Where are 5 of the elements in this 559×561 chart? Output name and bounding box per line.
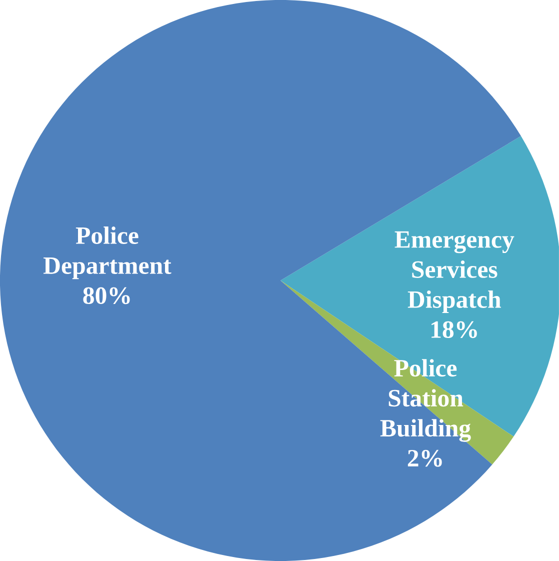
data-label: 18%: [432, 321, 477, 338]
slice-label: Emergency Services Dispatch: [394, 231, 514, 314]
data-label: 2%: [408, 450, 442, 467]
slice-label: Police Department: [44, 226, 172, 280]
data-label: 80%: [83, 287, 130, 304]
